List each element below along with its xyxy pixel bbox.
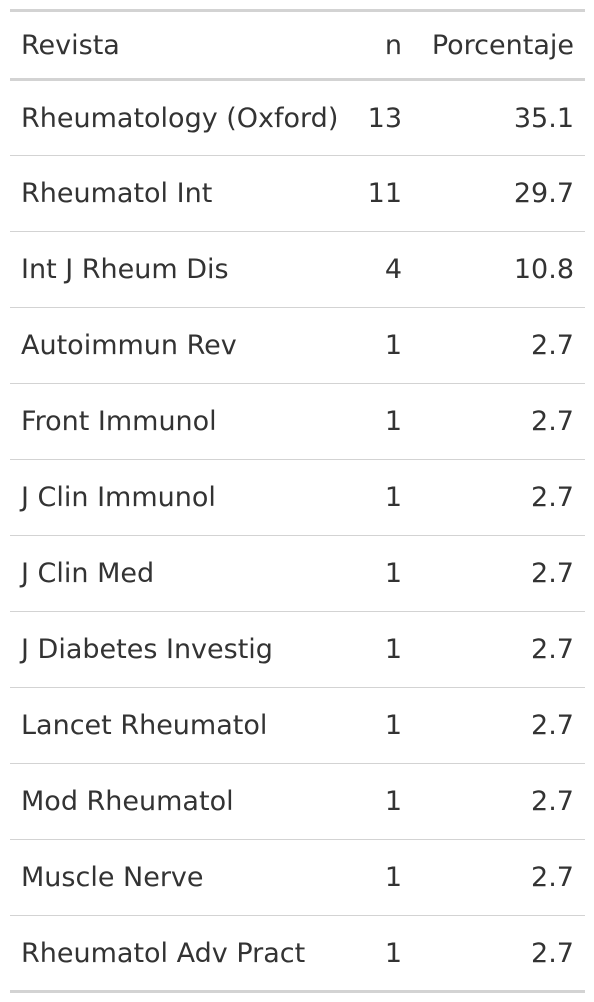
- column-header-percent: Porcentaje: [404, 9, 585, 81]
- cell-journal: Autoimmun Rev: [10, 307, 362, 384]
- cell-percent: 29.7: [404, 155, 585, 232]
- cell-percent: 2.7: [404, 839, 585, 916]
- cell-journal: Lancet Rheumatol: [10, 687, 362, 764]
- table-row: Rheumatol Adv Pract 1 2.7: [10, 915, 585, 993]
- cell-n: 1: [362, 687, 404, 764]
- cell-journal: J Clin Immunol: [10, 459, 362, 536]
- cell-percent: 2.7: [404, 763, 585, 840]
- table-row: Autoimmun Rev 1 2.7: [10, 307, 585, 384]
- cell-journal: Rheumatol Int: [10, 155, 362, 232]
- column-header-journal: Revista: [10, 9, 362, 81]
- table-row: Front Immunol 1 2.7: [10, 383, 585, 460]
- table-header: Revista n Porcentaje: [10, 9, 585, 81]
- cell-percent: 2.7: [404, 459, 585, 536]
- column-header-n: n: [362, 9, 404, 81]
- cell-journal: J Clin Med: [10, 535, 362, 612]
- cell-n: 1: [362, 763, 404, 840]
- table-row: Rheumatol Int 11 29.7: [10, 155, 585, 232]
- cell-n: 1: [362, 611, 404, 688]
- cell-percent: 10.8: [404, 231, 585, 308]
- table-row: J Clin Med 1 2.7: [10, 535, 585, 612]
- table-row: Int J Rheum Dis 4 10.8: [10, 231, 585, 308]
- table-row: J Diabetes Investig 1 2.7: [10, 611, 585, 688]
- cell-percent: 2.7: [404, 611, 585, 688]
- cell-journal: Rheumatol Adv Pract: [10, 915, 362, 993]
- cell-percent: 2.7: [404, 383, 585, 460]
- table-row: Lancet Rheumatol 1 2.7: [10, 687, 585, 764]
- table-row: J Clin Immunol 1 2.7: [10, 459, 585, 536]
- cell-journal: Mod Rheumatol: [10, 763, 362, 840]
- cell-journal: Int J Rheum Dis: [10, 231, 362, 308]
- cell-percent: 2.7: [404, 687, 585, 764]
- cell-percent: 2.7: [404, 535, 585, 612]
- cell-percent: 2.7: [404, 307, 585, 384]
- cell-percent: 2.7: [404, 915, 585, 993]
- journal-frequency-table: Revista n Porcentaje Rheumatology (Oxfor…: [10, 9, 585, 993]
- table-row: Mod Rheumatol 1 2.7: [10, 763, 585, 840]
- table-row: Rheumatology (Oxford) 13 35.1: [10, 79, 585, 156]
- cell-n: 1: [362, 307, 404, 384]
- cell-n: 1: [362, 535, 404, 612]
- cell-n: 4: [362, 231, 404, 308]
- cell-n: 1: [362, 915, 404, 993]
- cell-n: 1: [362, 839, 404, 916]
- cell-journal: Muscle Nerve: [10, 839, 362, 916]
- cell-percent: 35.1: [404, 79, 585, 156]
- table-row: Muscle Nerve 1 2.7: [10, 839, 585, 916]
- cell-journal: Rheumatology (Oxford): [10, 79, 362, 156]
- cell-journal: J Diabetes Investig: [10, 611, 362, 688]
- cell-journal: Front Immunol: [10, 383, 362, 460]
- cell-n: 1: [362, 383, 404, 460]
- header-row: Revista n Porcentaje: [10, 9, 585, 81]
- cell-n: 11: [362, 155, 404, 232]
- cell-n: 13: [362, 79, 404, 156]
- table-body: Rheumatology (Oxford) 13 35.1 Rheumatol …: [10, 79, 585, 993]
- cell-n: 1: [362, 459, 404, 536]
- journal-table-container: Revista n Porcentaje Rheumatology (Oxfor…: [10, 9, 585, 993]
